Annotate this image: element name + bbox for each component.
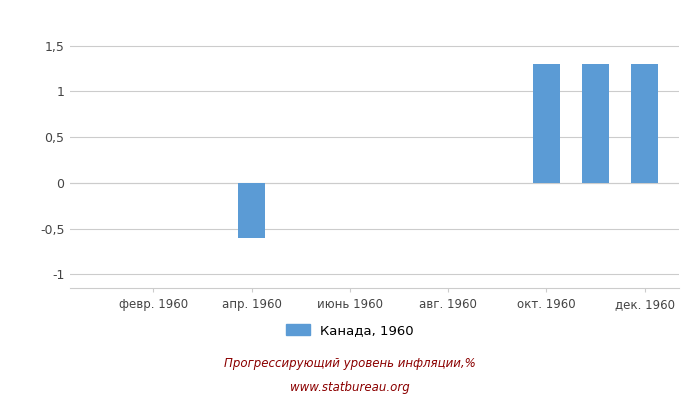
Text: www.statbureau.org: www.statbureau.org: [290, 382, 410, 394]
Legend: Канада, 1960: Канада, 1960: [281, 318, 419, 342]
Bar: [631, 64, 658, 183]
Bar: [533, 64, 560, 183]
Text: Прогрессирующий уровень инфляции,%: Прогрессирующий уровень инфляции,%: [224, 358, 476, 370]
Bar: [582, 64, 609, 183]
Bar: [238, 183, 265, 238]
